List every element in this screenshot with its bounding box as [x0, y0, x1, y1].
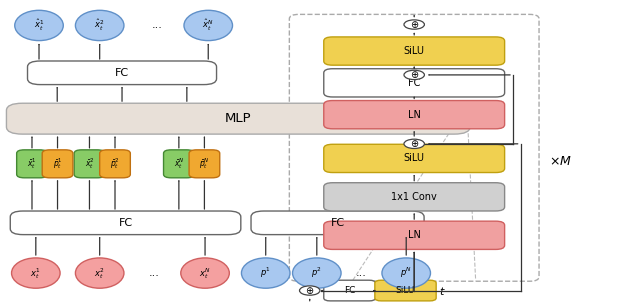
Text: $\hat{x}_t^1$: $\hat{x}_t^1$	[34, 18, 44, 33]
Text: ...: ...	[152, 21, 163, 31]
Circle shape	[404, 20, 424, 29]
Circle shape	[404, 139, 424, 149]
Text: LN: LN	[408, 110, 420, 120]
Text: FC: FC	[408, 78, 420, 88]
FancyBboxPatch shape	[324, 69, 504, 97]
Text: ...: ...	[148, 268, 159, 278]
Text: $\times M$: $\times M$	[548, 155, 572, 168]
Ellipse shape	[12, 258, 60, 288]
Text: SiLU: SiLU	[396, 286, 415, 295]
Ellipse shape	[241, 258, 290, 288]
FancyBboxPatch shape	[251, 211, 424, 235]
Text: $\bar{x}_t^N$: $\bar{x}_t^N$	[173, 156, 184, 171]
Text: $\oplus$: $\oplus$	[410, 138, 419, 149]
FancyBboxPatch shape	[324, 144, 504, 172]
Text: $x_t^2$: $x_t^2$	[94, 266, 105, 281]
Text: $\bar{p}_t^1$: $\bar{p}_t^1$	[52, 156, 63, 171]
Ellipse shape	[382, 258, 431, 288]
FancyBboxPatch shape	[28, 61, 216, 85]
Ellipse shape	[76, 10, 124, 40]
FancyBboxPatch shape	[6, 103, 470, 134]
Text: ...: ...	[356, 268, 367, 278]
Text: $t$: $t$	[439, 284, 446, 297]
FancyBboxPatch shape	[74, 150, 105, 178]
FancyBboxPatch shape	[375, 280, 436, 301]
FancyBboxPatch shape	[324, 221, 504, 249]
Text: $p^N$: $p^N$	[400, 266, 412, 280]
Text: $\bar{p}_t^N$: $\bar{p}_t^N$	[199, 156, 210, 171]
FancyBboxPatch shape	[10, 211, 241, 235]
FancyBboxPatch shape	[324, 37, 504, 65]
Ellipse shape	[180, 258, 229, 288]
Ellipse shape	[184, 10, 232, 40]
Text: $x_t^N$: $x_t^N$	[199, 266, 211, 281]
FancyBboxPatch shape	[189, 150, 220, 178]
FancyBboxPatch shape	[324, 101, 504, 129]
Text: SiLU: SiLU	[404, 46, 425, 56]
Text: FC: FC	[330, 218, 344, 228]
Text: $\hat{x}_t^N$: $\hat{x}_t^N$	[202, 18, 214, 33]
Text: 1x1 Conv: 1x1 Conv	[391, 192, 437, 202]
Circle shape	[404, 70, 424, 79]
Ellipse shape	[76, 258, 124, 288]
Text: $\hat{x}_t^2$: $\hat{x}_t^2$	[95, 18, 105, 33]
Text: $x_t^1$: $x_t^1$	[31, 266, 41, 281]
Text: $p^2$: $p^2$	[311, 266, 323, 280]
Text: $\bar{p}_t^2$: $\bar{p}_t^2$	[110, 156, 120, 171]
Ellipse shape	[15, 10, 63, 40]
Text: FC: FC	[115, 68, 129, 78]
Text: FC: FC	[344, 286, 355, 295]
FancyBboxPatch shape	[42, 150, 73, 178]
Text: $\bar{x}_t^2$: $\bar{x}_t^2$	[84, 156, 94, 171]
Text: $\oplus$: $\oplus$	[305, 285, 314, 296]
FancyBboxPatch shape	[324, 183, 504, 211]
Ellipse shape	[292, 258, 341, 288]
FancyBboxPatch shape	[164, 150, 194, 178]
FancyBboxPatch shape	[17, 150, 47, 178]
Text: $p^1$: $p^1$	[260, 266, 271, 280]
Text: $\oplus$: $\oplus$	[410, 69, 419, 80]
Circle shape	[300, 286, 320, 295]
Text: $\bar{x}_t^1$: $\bar{x}_t^1$	[27, 156, 37, 171]
Text: MLP: MLP	[225, 112, 252, 125]
Text: LN: LN	[408, 230, 420, 240]
Text: SiLU: SiLU	[404, 153, 425, 163]
Text: FC: FC	[118, 218, 132, 228]
FancyBboxPatch shape	[324, 280, 376, 301]
Text: $\oplus$: $\oplus$	[410, 19, 419, 30]
FancyBboxPatch shape	[100, 150, 131, 178]
